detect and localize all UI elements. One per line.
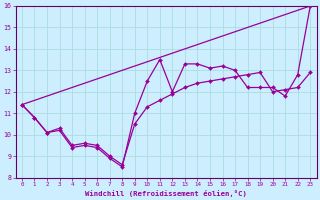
X-axis label: Windchill (Refroidissement éolien,°C): Windchill (Refroidissement éolien,°C) (85, 190, 247, 197)
